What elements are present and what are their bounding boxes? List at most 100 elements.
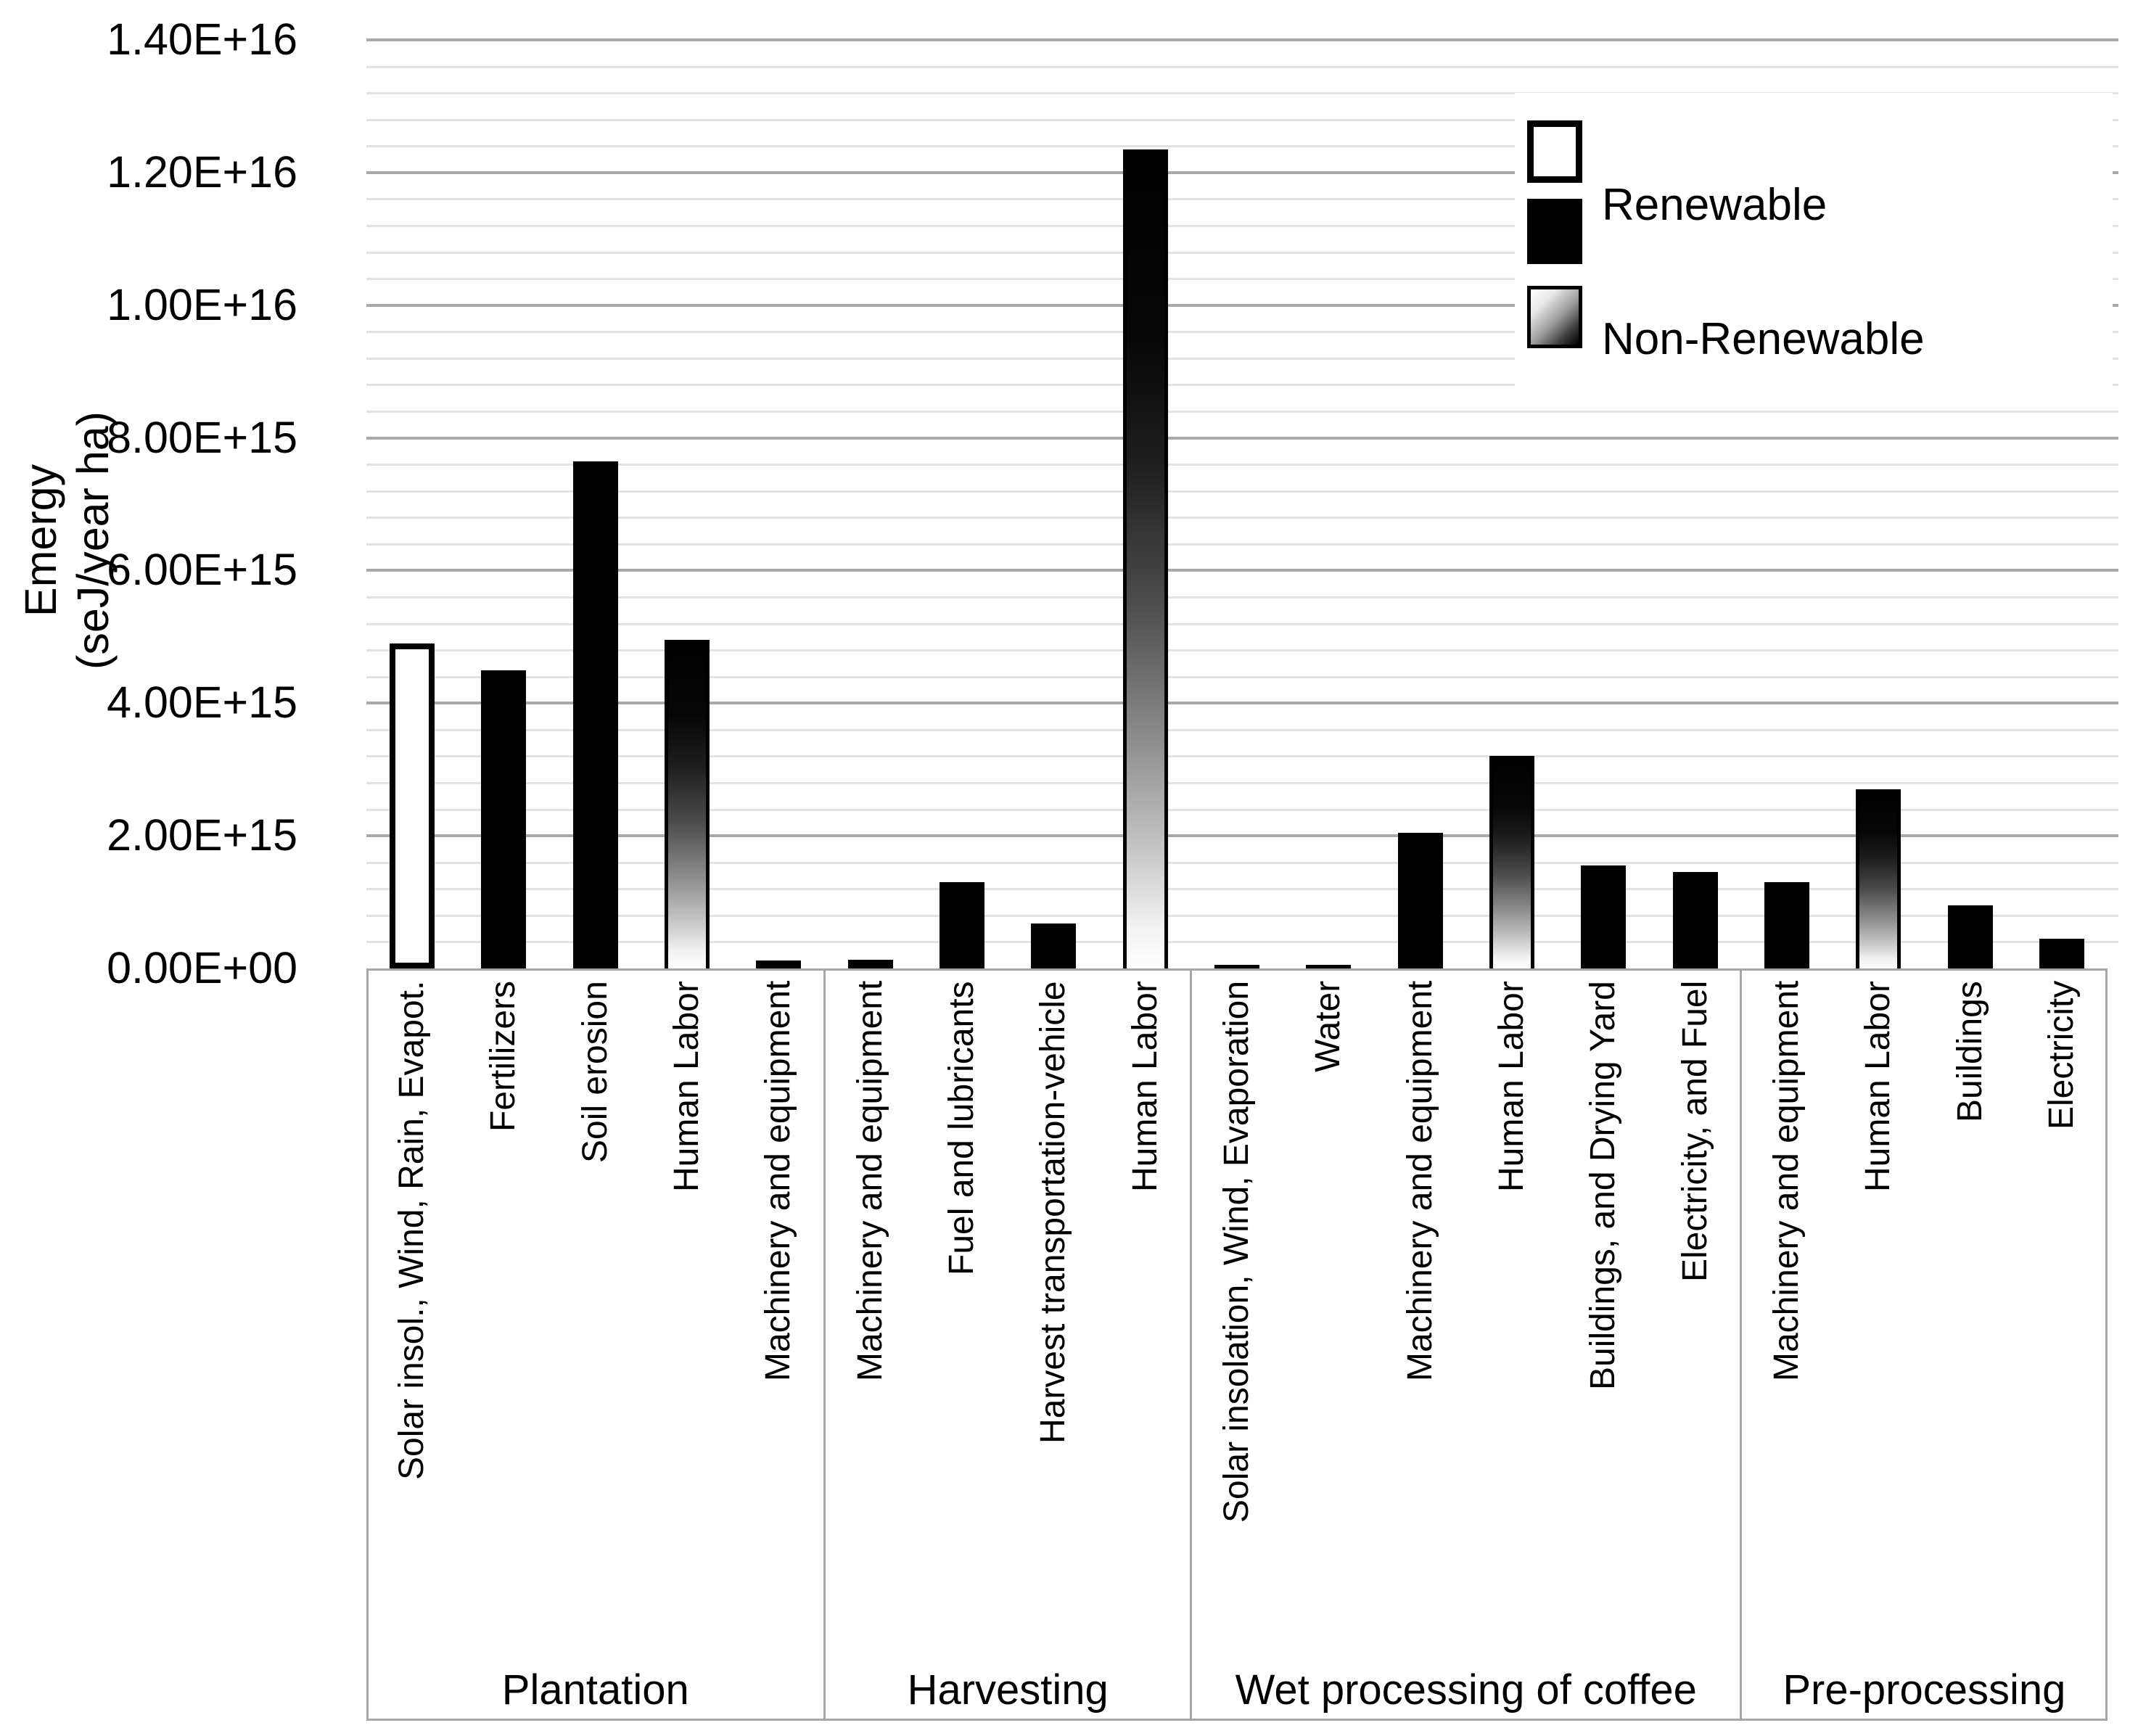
bar-human-labor <box>665 640 710 968</box>
gridline-minor <box>366 596 2118 598</box>
gridline-major <box>366 436 2118 440</box>
category-label-slot: Machinery and equipment <box>1374 981 1465 1655</box>
gridline-minor <box>366 941 2118 944</box>
gridline-minor <box>366 464 2118 466</box>
category-label: Solar insolation, Wind, Evaporation <box>1217 981 1256 1523</box>
bar-human-labor <box>1856 789 1901 968</box>
group-separator <box>1190 968 1193 1721</box>
category-label: Harvest transportation-vehicle <box>1034 981 1073 1444</box>
category-label-slot: Human Labor <box>641 981 733 1655</box>
gridline-minor <box>366 225 2118 227</box>
category-label: Solar insol., Wind, Rain, Evapot. <box>392 981 432 1481</box>
gridline-minor <box>366 649 2118 652</box>
gridline-major <box>366 170 2118 174</box>
y-axis-tick-label: 1.20E+16 <box>107 147 297 197</box>
bar-water <box>1306 964 1352 968</box>
gridline-minor <box>366 65 2118 68</box>
y-axis-title-line2: (seJ/year ha) <box>68 411 118 670</box>
y-axis-tick-label: 6.00E+15 <box>107 545 297 595</box>
bar-machinery-and-equipment <box>1397 832 1443 968</box>
gridline-minor <box>366 543 2118 546</box>
bar-electricity <box>2039 938 2084 968</box>
gridline-minor <box>366 198 2118 201</box>
bar-fuel-and-lubricants <box>940 882 985 968</box>
gridline-major <box>366 303 2118 307</box>
category-label: Human Labor <box>667 981 707 1192</box>
category-label-slot: Water <box>1283 981 1374 1655</box>
category-label-slot: Electricity <box>2016 981 2108 1655</box>
gridline-minor <box>366 517 2118 519</box>
category-label-slot: Fertilizers <box>458 981 549 1655</box>
bar-solar-insolation-wind-evaporation <box>1214 965 1259 968</box>
category-label: Soil erosion <box>575 981 614 1163</box>
gridline-minor <box>366 861 2118 864</box>
bar-machinery-and-equipment <box>756 960 802 968</box>
category-label: Human Labor <box>1492 981 1531 1192</box>
category-label-slot: Soil erosion <box>550 981 641 1655</box>
category-label-slot: Machinery and equipment <box>1741 981 1833 1655</box>
category-label: Machinery and equipment <box>759 981 798 1382</box>
category-label-slot: Buildings <box>1924 981 2015 1655</box>
category-label: Buildings, and Drying Yard <box>1584 981 1623 1390</box>
gridline-minor <box>366 357 2118 360</box>
category-label-slot: Machinery and equipment <box>733 981 824 1655</box>
category-label-slot: Solar insol., Wind, Rain, Evapot. <box>366 981 458 1655</box>
category-label-slot: Buildings, and Drying Yard <box>1558 981 1649 1655</box>
category-label: Fuel and lubricants <box>942 981 982 1275</box>
bar-human-labor <box>1122 149 1168 968</box>
y-axis-tick-label: 0.00E+00 <box>107 943 297 992</box>
gridline-minor <box>366 331 2118 334</box>
category-label-slot: Human Labor <box>1466 981 1558 1655</box>
gridline-minor <box>366 145 2118 148</box>
category-label-slot: Machinery and equipment <box>825 981 916 1655</box>
legend-swatch-renewable-black <box>1527 199 1582 264</box>
y-axis-tick-label: 1.00E+16 <box>107 279 297 329</box>
category-label: Machinery and equipment <box>1767 981 1806 1382</box>
category-label: Machinery and equipment <box>850 981 889 1382</box>
y-axis-tick-label: 8.00E+15 <box>107 412 297 462</box>
legend-swatch-non-renewable <box>1527 286 1582 348</box>
gridline-minor <box>366 384 2118 387</box>
gridline-minor <box>366 808 2118 811</box>
category-label: Water <box>1309 981 1348 1073</box>
gridline-minor <box>366 118 2118 121</box>
bar-fertilizers <box>481 670 527 968</box>
category-label: Electricity <box>2042 981 2081 1130</box>
category-label: Human Labor <box>1125 981 1164 1192</box>
y-axis-tick-label: 4.00E+15 <box>107 678 297 728</box>
group-label-harvesting: Harvesting <box>907 1666 1109 1714</box>
category-label-slot: Fuel and lubricants <box>916 981 1008 1655</box>
bar-human-labor <box>1489 756 1534 968</box>
group-separator <box>1740 968 1743 1721</box>
group-label-pre-processing: Pre-processing <box>1783 1666 2066 1714</box>
category-label: Fertilizers <box>484 981 523 1132</box>
group-separator <box>823 968 826 1721</box>
bar-soil-erosion <box>572 461 618 968</box>
gridline-minor <box>366 728 2118 731</box>
gridline-major <box>366 702 2118 705</box>
bar-harvest-transportation-vehicle <box>1031 923 1077 968</box>
bar-electricity-and-fuel <box>1672 872 1718 968</box>
gridline-minor <box>366 251 2118 254</box>
gridline-major <box>366 834 2118 838</box>
gridline-minor <box>366 411 2118 413</box>
y-axis-title: Emergy (seJ/year ha) <box>15 287 131 794</box>
gridline-minor <box>366 755 2118 758</box>
legend-swatch-renewable-white <box>1527 120 1582 183</box>
gridline-major <box>366 569 2118 572</box>
category-label-slot: Human Labor <box>1100 981 1191 1655</box>
gridline-minor <box>366 490 2118 493</box>
bar-buildings-and-drying-yard <box>1581 865 1627 968</box>
bar-machinery-and-equipment <box>847 960 893 968</box>
gridline-minor <box>366 622 2118 625</box>
y-axis-tick-label: 2.00E+15 <box>107 810 297 860</box>
bar-solar-insol-wind-rain-evapot <box>390 643 435 968</box>
category-label-box <box>366 968 2108 1721</box>
gridline-minor <box>366 914 2118 917</box>
category-label: Buildings <box>1950 981 1989 1122</box>
gridline-minor <box>366 278 2118 281</box>
category-label-slot: Electricity, and Fuel <box>1649 981 1740 1655</box>
category-label-slot: Harvest transportation-vehicle <box>1008 981 1099 1655</box>
category-label: Electricity, and Fuel <box>1675 981 1714 1283</box>
